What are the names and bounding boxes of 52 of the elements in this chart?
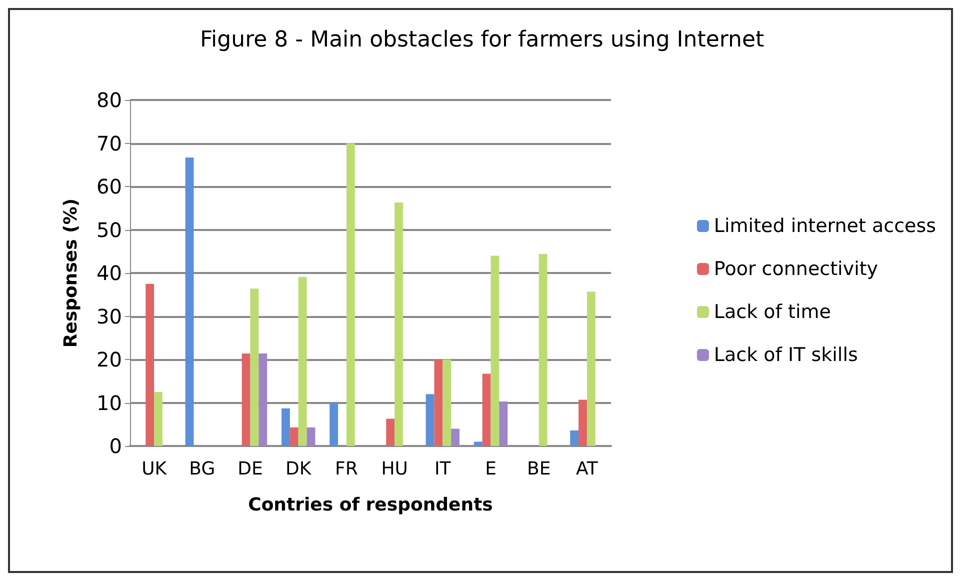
bar [442, 360, 452, 446]
bar [154, 392, 162, 446]
bar [394, 202, 403, 446]
x-axis-title: Contries of respondents [248, 494, 493, 516]
legend-label: Lack of IT skills [714, 344, 858, 366]
bar [242, 353, 250, 446]
bar [434, 360, 443, 446]
bar [570, 430, 579, 446]
chart-title: Figure 8 - Main obstacles for farmers using Internet [200, 28, 765, 52]
y-tick-label: 0 [109, 434, 122, 458]
x-tick-label: DE [238, 458, 263, 480]
bar [426, 394, 434, 446]
bar [451, 428, 460, 446]
bar [538, 254, 548, 446]
bar [298, 276, 307, 446]
x-tick-label: BG [189, 458, 216, 480]
x-tick-label: DK [286, 458, 312, 480]
bar [482, 374, 491, 446]
bar [386, 418, 395, 446]
x-tick-label: IT [434, 458, 452, 480]
legend-label: Limited internet access [714, 215, 936, 237]
bar [290, 427, 298, 446]
y-tick-label: 60 [96, 174, 122, 198]
x-tick-label: HU [381, 458, 408, 480]
bar [578, 400, 587, 446]
legend-label: Poor connectivity [714, 258, 878, 280]
x-tick-label: UK [142, 458, 168, 480]
y-tick-label: 80 [96, 88, 122, 112]
bar [185, 158, 194, 446]
bar [306, 427, 316, 446]
bar [258, 353, 268, 446]
y-axis-title: Responses (%) [60, 198, 82, 348]
x-tick-label: FR [335, 458, 358, 480]
bar [586, 292, 596, 446]
legend-label: Lack of time [714, 301, 831, 323]
bar [499, 401, 508, 446]
bar [490, 256, 500, 446]
y-tick-label: 50 [96, 218, 122, 242]
y-tick-label: 30 [96, 304, 122, 328]
y-tick-label: 10 [96, 390, 122, 415]
x-tick-label: BE [526, 458, 551, 480]
bar [250, 288, 259, 446]
bar [330, 402, 338, 446]
bar [146, 284, 154, 446]
y-tick-label: 70 [96, 131, 122, 156]
bar [474, 442, 482, 446]
bar [346, 143, 355, 446]
x-tick-label: E [485, 458, 496, 480]
bar [282, 408, 290, 446]
y-tick-label: 20 [96, 348, 122, 372]
x-tick-label: AT [576, 458, 599, 480]
y-tick-label: 40 [96, 261, 122, 285]
